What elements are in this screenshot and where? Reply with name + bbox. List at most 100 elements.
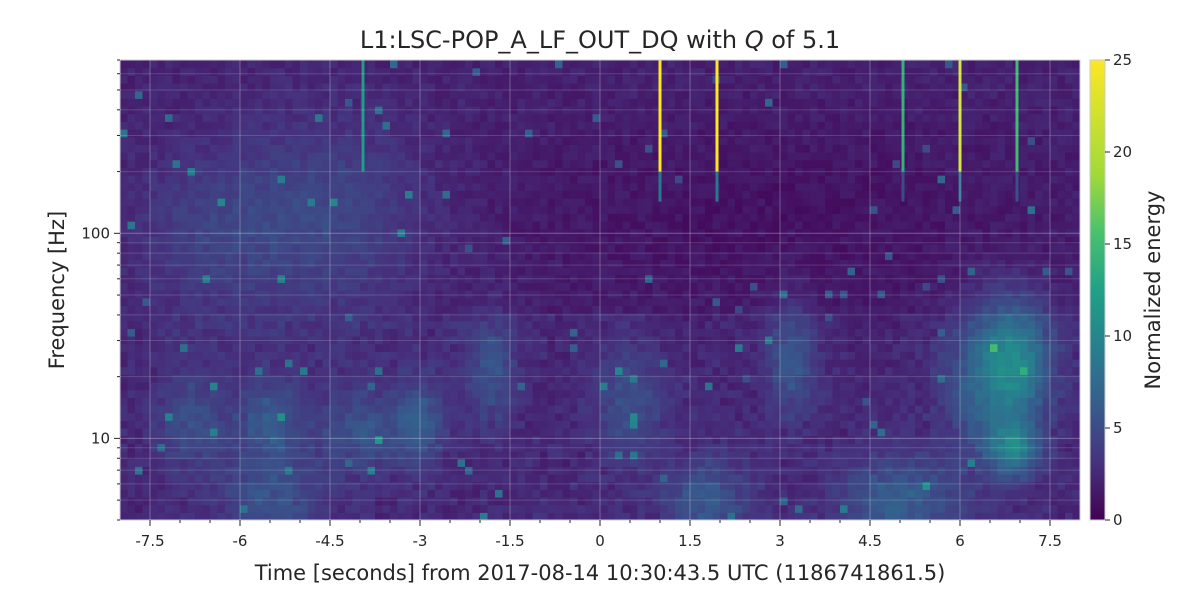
heatmap-cell [832,359,841,368]
heatmap-cell [682,351,691,360]
heatmap-cell [780,466,789,475]
heatmap-cell [300,221,309,230]
heatmap-cell [187,336,196,345]
heatmap-cell [502,504,511,513]
heatmap-cell [675,489,684,498]
heatmap-cell [442,305,451,314]
heatmap-cell [937,221,946,230]
heatmap-cell [382,412,391,421]
heatmap-cell [300,305,309,314]
heatmap-cell [397,489,406,498]
heatmap-cell [630,343,639,352]
heatmap-cell [172,259,181,268]
heatmap-cell [510,420,519,429]
heatmap-cell [442,374,451,383]
heatmap-cell [1027,474,1036,483]
heatmap-cell [435,412,444,421]
heatmap-cell [135,458,144,467]
heatmap-cell [547,405,556,414]
heatmap-cell [765,481,774,490]
heatmap-cell [465,320,474,329]
heatmap-cell [322,374,331,383]
heatmap-cell [607,251,616,260]
heatmap-cell [795,435,804,444]
heatmap-cell [952,228,961,237]
heatmap-cell [217,259,226,268]
heatmap-cell [765,282,774,291]
heatmap-cell [945,474,954,483]
heatmap-cell [240,336,249,345]
heatmap-cell [1057,428,1066,437]
heatmap-cell [570,267,579,276]
heatmap-cell [277,466,286,475]
heatmap-cell [585,359,594,368]
heatmap-cell [862,504,871,513]
heatmap-cell [1027,497,1036,506]
heatmap-cell [765,274,774,283]
heatmap-cell [292,458,301,467]
heatmap-cell [412,267,421,276]
heatmap-cell [1057,343,1066,352]
heatmap-cell [645,259,654,268]
heatmap-cell [315,366,324,375]
heatmap-cell [285,359,294,368]
heatmap-cell [840,359,849,368]
heatmap-cell [285,343,294,352]
heatmap-cell [787,474,796,483]
heatmap-cell [465,297,474,306]
heatmap-cell [900,366,909,375]
heatmap-cell [315,451,324,460]
heatmap-cell [547,489,556,498]
heatmap-cell [187,474,196,483]
heatmap-cell [1020,458,1029,467]
heatmap-cell [832,512,841,520]
heatmap-cell [877,428,886,437]
heatmap-cell [690,466,699,475]
heatmap-cell [187,405,196,414]
heatmap-cell [667,474,676,483]
heatmap-cell [420,389,429,398]
heatmap-cell [1072,420,1080,429]
heatmap-cell [990,489,999,498]
heatmap-cell [622,366,631,375]
heatmap-cell [915,267,924,276]
heatmap-cell [180,297,189,306]
heatmap-cell [832,313,841,322]
heatmap-cell [1057,228,1066,237]
heatmap-cell [907,366,916,375]
heatmap-cell [510,412,519,421]
heatmap-cell [1050,351,1059,360]
heatmap-cell [292,290,301,299]
heatmap-cell [352,320,361,329]
heatmap-cell [892,343,901,352]
heatmap-cell [150,504,159,513]
heatmap-cell [690,236,699,245]
heatmap-cell [1057,389,1066,398]
heatmap-cell [157,458,166,467]
heatmap-cell [135,443,144,452]
heatmap-cell [157,328,166,337]
heatmap-cell [757,328,766,337]
heatmap-cell [885,474,894,483]
heatmap-cell [607,428,616,437]
heatmap-cell [922,382,931,391]
heatmap-cell [412,297,421,306]
heatmap-cell [292,428,301,437]
heatmap-cell [660,297,669,306]
heatmap-cell [330,259,339,268]
heatmap-cell [817,481,826,490]
heatmap-cell [645,412,654,421]
heatmap-cell [637,336,646,345]
heatmap-cell [517,221,526,230]
heatmap-cell [1050,458,1059,467]
heatmap-cell [967,420,976,429]
heatmap-cell [750,228,759,237]
heatmap-cell [1020,366,1029,375]
heatmap-cell [307,236,316,245]
heatmap-cell [450,481,459,490]
heatmap-cell [300,320,309,329]
heatmap-cell [780,259,789,268]
heatmap-cell [375,412,384,421]
heatmap-cell [472,397,481,406]
heatmap-cell [810,489,819,498]
